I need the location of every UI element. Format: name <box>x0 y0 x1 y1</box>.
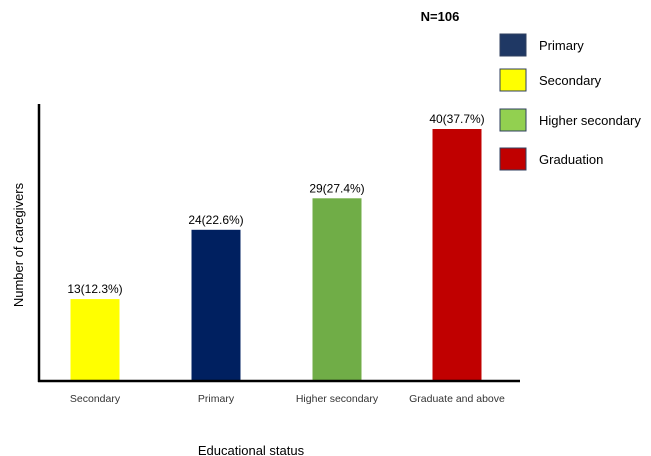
category-label-primary: Primary <box>198 393 235 405</box>
bar-graduate-and-above <box>432 129 482 381</box>
bar-higher-secondary <box>312 198 362 381</box>
data-label-graduate-and-above: 40(37.7%) <box>429 112 484 126</box>
data-label-higher-secondary: 29(27.4%) <box>309 181 364 195</box>
legend-swatch-graduation <box>499 147 527 171</box>
legend: Primary Secondary Higher secondary Graduati… <box>499 33 641 171</box>
category-label-secondary: Secondary <box>70 393 121 405</box>
bar-secondary <box>70 299 120 381</box>
legend-label-secondary: Secondary <box>539 73 602 88</box>
legend-label-primary: Primary <box>539 38 584 53</box>
category-label-graduate-and-above: Graduate and above <box>409 393 505 405</box>
legend-label-graduation: Graduation <box>539 152 603 167</box>
y-axis-label: Number of caregivers <box>11 182 26 307</box>
data-labels-group: 13(12.3%) 24(22.6%) 29(27.4%) 40(37.7%) <box>67 112 484 296</box>
legend-swatch-higher-secondary <box>499 108 527 132</box>
x-axis-label: Educational status <box>198 443 305 456</box>
legend-swatch-primary <box>499 33 527 57</box>
category-label-higher-secondary: Higher secondary <box>296 393 379 405</box>
bar-primary <box>191 229 241 381</box>
category-labels-group: Secondary Primary Higher secondary Graduate… <box>70 393 505 405</box>
legend-swatch-secondary <box>499 68 527 92</box>
sample-size-annotation: N=106 <box>421 9 460 24</box>
bars-group <box>70 129 482 381</box>
data-label-primary: 24(22.6%) <box>188 213 243 227</box>
legend-label-higher-secondary: Higher secondary <box>539 113 641 128</box>
data-label-secondary: 13(12.3%) <box>67 282 122 296</box>
